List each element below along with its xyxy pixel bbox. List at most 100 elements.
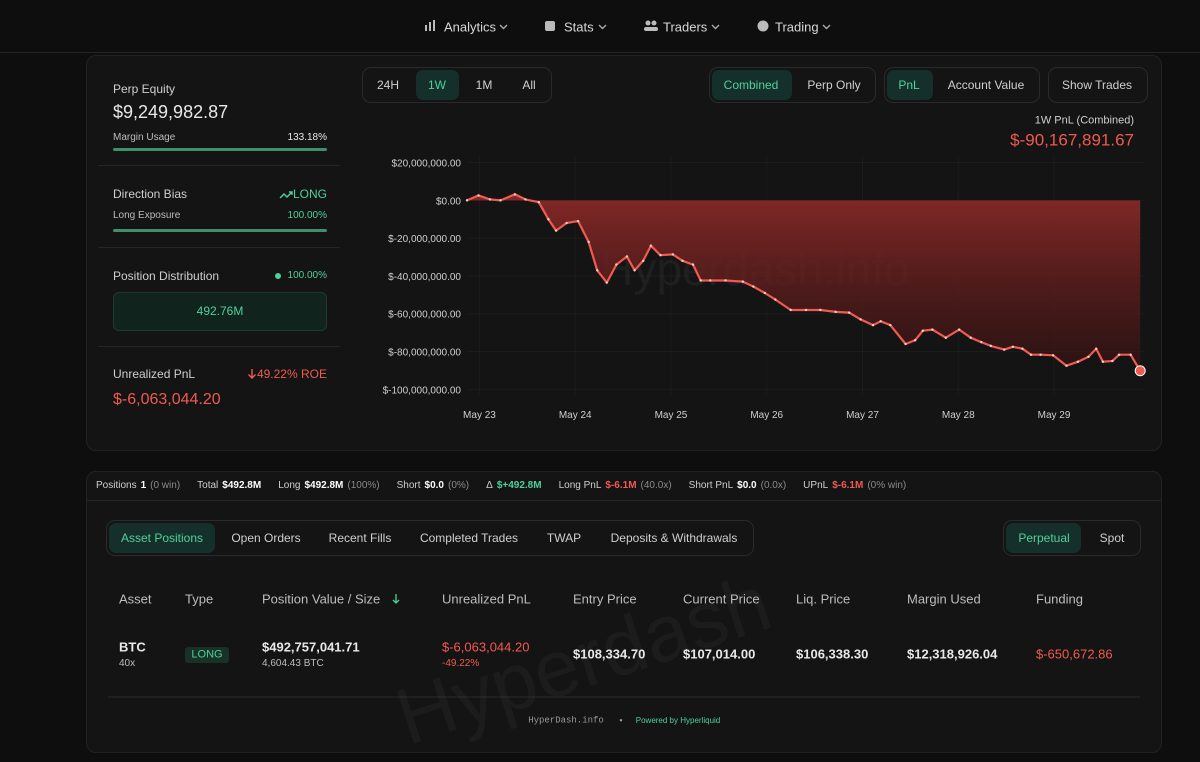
point <box>465 199 469 202</box>
show-trades-button[interactable] <box>1048 67 1148 103</box>
point <box>871 323 875 327</box>
tab[interactable]: TWAP <box>546 531 582 545</box>
divider <box>98 346 340 347</box>
view-button[interactable]: Account Value <box>947 78 1025 92</box>
view-button[interactable]: PnL <box>898 78 920 92</box>
point <box>513 193 517 196</box>
label: Long Exposure <box>113 210 181 221</box>
mode-button[interactable]: Combined <box>723 78 779 92</box>
cell: $12,318,926.04 <box>907 646 998 662</box>
stat-label: Short <box>396 480 421 491</box>
point <box>1029 353 1033 356</box>
market-tab[interactable]: Perpetual <box>1018 531 1070 545</box>
point <box>681 259 684 263</box>
show-trades-label[interactable]: Show Trades <box>1061 78 1133 92</box>
point <box>819 308 822 312</box>
point <box>980 340 983 344</box>
label: Perp Equity <box>113 82 176 96</box>
column-header[interactable]: Asset <box>119 591 152 607</box>
tab[interactable]: Deposits & Withdrawals <box>610 531 738 545</box>
tab[interactable]: Asset Positions <box>120 531 204 545</box>
market-tab[interactable]: Spot <box>1099 531 1125 545</box>
nav-item[interactable]: Analytics <box>444 19 497 35</box>
column-header[interactable]: Liq. Price <box>796 591 851 607</box>
point <box>804 308 808 312</box>
point <box>699 279 702 282</box>
timeframe-button[interactable]: All <box>522 78 536 92</box>
positions-panel <box>86 471 1162 753</box>
market-group <box>1003 520 1141 556</box>
status-dot <box>275 273 281 279</box>
divider <box>98 165 340 166</box>
point <box>671 253 675 256</box>
stat-value: $0.0 <box>424 480 444 491</box>
analytics-icon <box>425 20 435 31</box>
column-header[interactable]: Funding <box>1036 591 1083 607</box>
pnl-area <box>467 194 1141 371</box>
point <box>944 336 948 339</box>
cell: 40x <box>119 658 136 669</box>
point <box>859 318 862 321</box>
column-header[interactable]: Entry Price <box>573 591 637 607</box>
point <box>1011 345 1015 349</box>
label: Unrealized PnL <box>113 367 196 381</box>
point <box>1065 364 1068 367</box>
stat-note: (0.0x) <box>760 480 787 491</box>
footer-text: HyperDash.info <box>528 715 604 726</box>
chart-title: 1W PnL (Combined) <box>1034 114 1134 127</box>
point <box>605 281 609 284</box>
point <box>921 329 925 332</box>
point <box>659 253 662 257</box>
point <box>537 201 541 204</box>
point <box>741 280 744 283</box>
point <box>724 279 727 282</box>
point <box>477 194 480 197</box>
footer-link[interactable]: Powered by Hyperliquid <box>635 716 721 725</box>
y-tick-label: $-20,000,000.00 <box>388 234 461 245</box>
active-pill <box>887 70 933 100</box>
nav-item[interactable]: Stats <box>564 19 594 35</box>
column-header[interactable]: Unrealized PnL <box>442 591 531 607</box>
point <box>789 308 792 312</box>
stat-item: Long PnL $-6.1M (40.0x) <box>559 479 676 493</box>
view-group <box>884 67 1040 103</box>
point <box>1076 360 1080 363</box>
stat-value: $492.8M <box>304 480 344 491</box>
active-pill <box>109 523 215 553</box>
equity-value: $9,249,982.87 <box>113 102 229 122</box>
stat-note: (0 win) <box>150 480 181 491</box>
stat-value: $-6.1M <box>605 480 637 491</box>
timeframe-button[interactable]: 1W <box>428 78 446 92</box>
point <box>989 344 993 348</box>
mode-button[interactable]: Perp Only <box>807 78 861 92</box>
timeframe-button[interactable]: 1M <box>475 78 493 92</box>
cell: $-6,063,044.20 <box>442 639 530 655</box>
stat-item: Δ $+492.8M <box>486 479 545 493</box>
x-tick-label: May 27 <box>846 410 879 421</box>
stat-item: Short $0.0 (0%) <box>397 479 474 493</box>
stat-note: (0% win) <box>867 480 907 491</box>
x-tick-label: May 26 <box>750 410 783 421</box>
point <box>847 311 851 314</box>
stat-note: (0%) <box>448 480 470 491</box>
tab[interactable]: Open Orders <box>231 531 301 545</box>
point <box>1094 347 1098 350</box>
stat-value: $+492.8M <box>496 480 542 491</box>
column-header[interactable]: Margin Used <box>907 591 981 607</box>
nav-icons <box>425 20 831 32</box>
nav-item[interactable]: Trading <box>775 19 819 35</box>
column-header[interactable]: Type <box>185 591 214 607</box>
point <box>834 310 837 314</box>
column-header[interactable]: Current Price <box>683 591 760 607</box>
nav-item[interactable]: Traders <box>663 19 708 35</box>
stat-item: UPnL $-6.1M (0% win) <box>803 479 910 493</box>
column-header[interactable]: Position Value / Size <box>262 591 381 607</box>
cell: $106,338.30 <box>796 646 869 662</box>
timeframe-button[interactable]: 24H <box>376 78 400 92</box>
point <box>587 240 590 244</box>
tab[interactable]: Completed Trades <box>419 531 519 545</box>
stat-label: Long <box>278 480 301 491</box>
stat-note: (40.0x) <box>640 480 672 491</box>
tab[interactable]: Recent Fills <box>328 531 392 545</box>
